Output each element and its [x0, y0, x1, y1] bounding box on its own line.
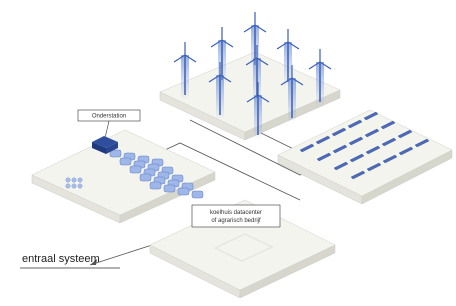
page: {"labels": {"substation": "Onderstation"…: [0, 0, 456, 306]
battery-cell: [78, 178, 82, 182]
battery-cell: [72, 178, 76, 182]
tile-top: [278, 110, 452, 196]
consumer-label: of agrarisch bedrijf: [211, 218, 261, 224]
battery: [164, 185, 175, 192]
battery: [192, 191, 203, 198]
battery-cell: [66, 178, 70, 182]
battery-cell: [78, 184, 82, 188]
tile-top: [32, 130, 215, 215]
battery: [140, 174, 151, 181]
battery: [130, 166, 141, 173]
substation-label: Onderstation: [92, 114, 126, 120]
central-label: entraal systeem: [22, 253, 100, 265]
battery-cell: [72, 184, 76, 188]
battery: [178, 188, 189, 195]
battery-cell: [66, 184, 70, 188]
illustration: Onderstation koelhuis datacenter of agra…: [0, 0, 456, 306]
battery: [120, 158, 131, 165]
leader: [105, 121, 109, 138]
battery: [150, 182, 161, 189]
consumer-label: koelhuis datacenter: [210, 210, 262, 216]
